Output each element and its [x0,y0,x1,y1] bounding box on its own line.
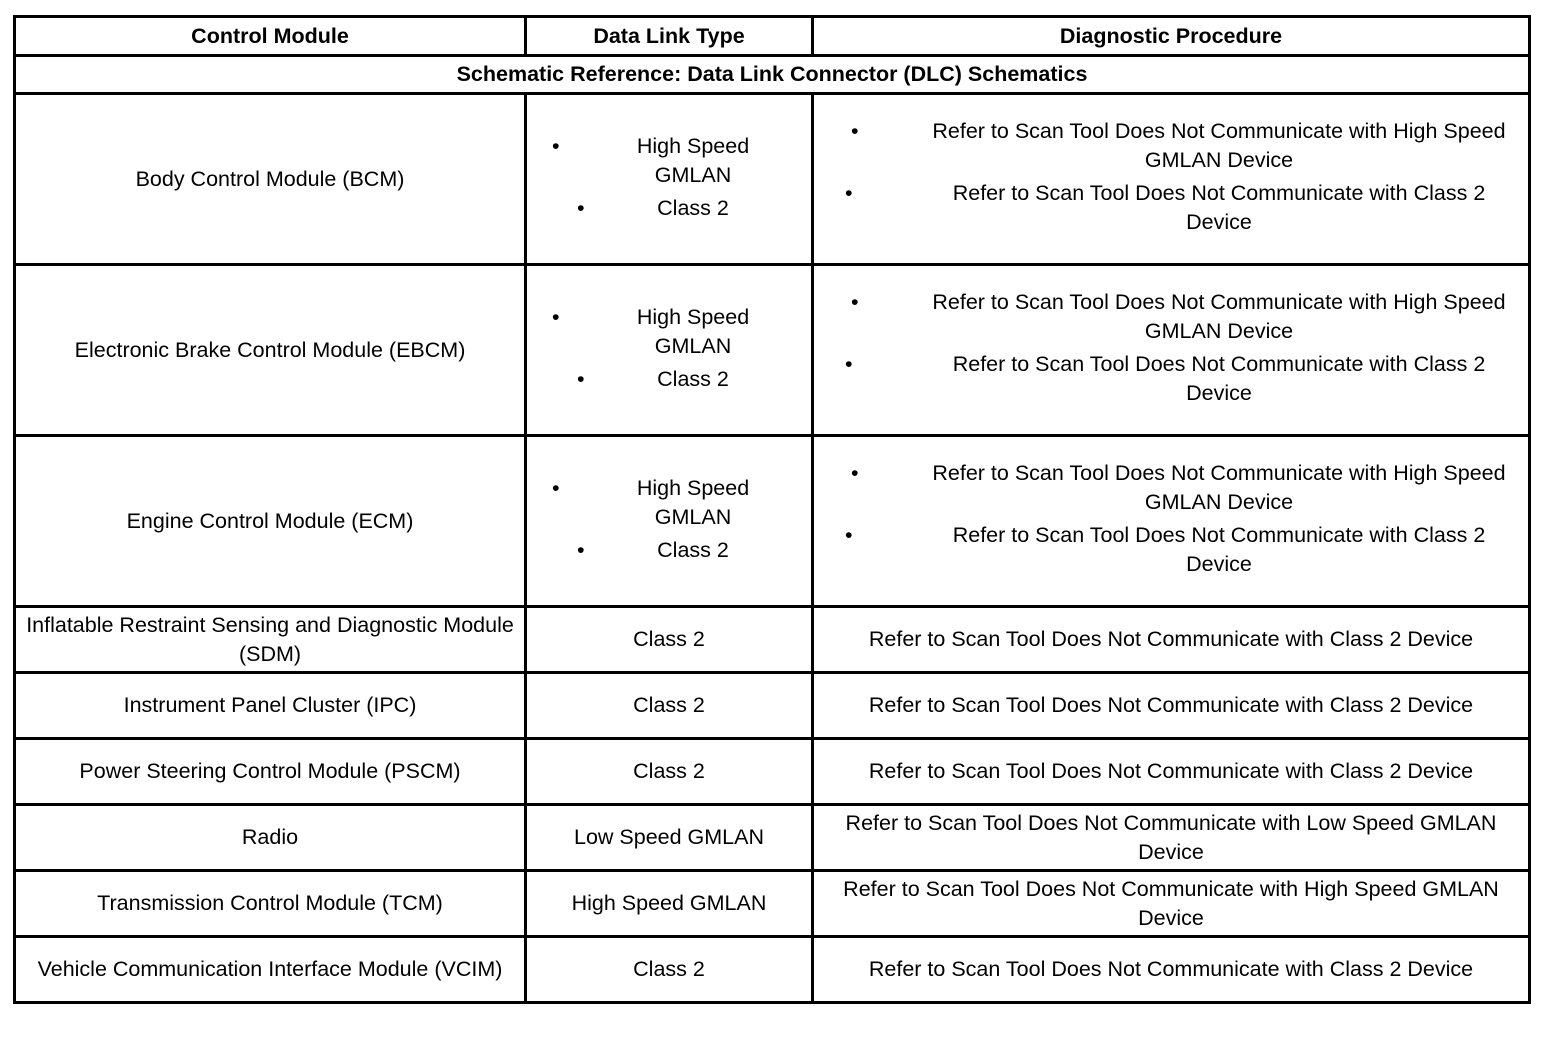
table-row: Electronic Brake Control Module (EBCM) • H… [13,263,1531,437]
list-item-text: Refer to Scan Tool Does Not Communicate … [952,352,1486,405]
control-module-cell: Engine Control Module (ECM) [13,434,527,608]
list-item: • Refer to Scan Tool Does Not Communicate… [851,117,1519,175]
bullet-icon: • [577,537,585,562]
diagnostic-procedure-cell: Refer to Scan Tool Does Not Communicate … [811,803,1531,872]
diagnostic-procedure-cell: Refer to Scan Tool Does Not Communicate … [811,869,1531,938]
list-item-text: Class 2 [657,195,729,220]
control-module-cell: Vehicle Communication Interface Module (… [13,935,527,1004]
header-row: Control Module Data Link Type Diagnostic… [13,15,1531,57]
procedure-text: Refer to Scan Tool Does Not Communicate … [868,693,1474,717]
table-row: Engine Control Module (ECM) • High Speed G… [13,434,1531,608]
list-item: • Class 2 [577,365,743,394]
data-link-type-cell: • High Speed GMLAN • Class 2 [524,92,814,266]
bullet-list: • High Speed GMLAN • Class 2 [533,303,805,394]
bullet-icon: • [577,195,585,220]
data-link-type-cell: Class 2 [524,935,814,1004]
control-module-cell: Transmission Control Module (TCM) [13,869,527,938]
data-link-type-cell: Class 2 [524,605,814,674]
list-item-text: Refer to Scan Tool Does Not Communicate … [932,119,1506,172]
bullet-icon: • [577,366,585,391]
list-item: • Refer to Scan Tool Does Not Communicate… [845,350,1519,408]
diagnostic-procedure-cell: • Refer to Scan Tool Does Not Communicate… [811,263,1531,437]
data-link-type-cell: Low Speed GMLAN [524,803,814,872]
schematic-reference: Schematic Reference: Data Link Connector… [13,54,1531,95]
list-item-text: Refer to Scan Tool Does Not Communicate … [932,290,1506,343]
table-row: Inflatable Restraint Sensing and Diagnos… [13,605,1531,674]
bullet-icon: • [845,181,853,205]
list-item: • Refer to Scan Tool Does Not Communicate… [845,521,1519,579]
data-link-type-cell: Class 2 [524,737,814,806]
list-item: • Refer to Scan Tool Does Not Communicate… [851,288,1519,346]
bullet-icon: • [845,523,853,547]
bullet-icon: • [851,290,859,314]
procedure-text: Refer to Scan Tool Does Not Communicate … [868,759,1474,783]
control-module-cell: Instrument Panel Cluster (IPC) [13,671,527,740]
table-row: Body Control Module (BCM) • High Speed GML… [13,92,1531,266]
list-item-text: High Speed GMLAN [636,304,750,358]
header-control-module: Control Module [13,15,527,57]
bullet-icon: • [552,475,560,500]
list-item-text: Refer to Scan Tool Does Not Communicate … [952,181,1486,234]
list-item: • High Speed GMLAN [552,474,768,532]
control-module-cell: Body Control Module (BCM) [13,92,527,266]
bullet-list: • Refer to Scan Tool Does Not Communicate… [820,459,1522,579]
control-module-cell: Electronic Brake Control Module (EBCM) [13,263,527,437]
diagnostic-procedure-cell: Refer to Scan Tool Does Not Communicate … [811,737,1531,806]
bullet-icon: • [845,352,853,376]
bullet-icon: • [552,304,560,329]
list-item-text: High Speed GMLAN [636,133,750,187]
data-link-type-cell: • High Speed GMLAN • Class 2 [524,434,814,608]
control-module-cell: Radio [13,803,527,872]
bullet-icon: • [552,133,560,158]
bullet-list: • Refer to Scan Tool Does Not Communicate… [820,117,1522,237]
control-module-cell: Power Steering Control Module (PSCM) [13,737,527,806]
list-item-text: Refer to Scan Tool Does Not Communicate … [952,523,1486,576]
list-item: • High Speed GMLAN [552,303,768,361]
diagnostic-procedure-cell: Refer to Scan Tool Does Not Communicate … [811,935,1531,1004]
table-row: Instrument Panel Cluster (IPC) Class 2 Ref… [13,671,1531,740]
procedure-text: Refer to Scan Tool Does Not Communicate … [845,810,1497,864]
diagnostic-procedure-cell: • Refer to Scan Tool Does Not Communicate… [811,434,1531,608]
table-row: Vehicle Communication Interface Module (… [13,935,1531,1004]
bullet-list: • Refer to Scan Tool Does Not Communicate… [820,288,1522,408]
list-item-text: Refer to Scan Tool Does Not Communicate … [932,461,1506,514]
list-item-text: Class 2 [657,366,729,391]
list-item: • Refer to Scan Tool Does Not Communicate… [851,459,1519,517]
header-data-link-type: Data Link Type [524,15,814,57]
diagnostic-procedure-cell: • Refer to Scan Tool Does Not Communicate… [811,92,1531,266]
schematic-reference-row: Schematic Reference: Data Link Connector… [13,54,1531,95]
diagnostic-procedure-cell: Refer to Scan Tool Does Not Communicate … [811,671,1531,740]
bullet-list: • High Speed GMLAN • Class 2 [533,132,805,223]
control-module-table: Control Module Data Link Type Diagnostic… [13,15,1531,1004]
header-diagnostic-procedure: Diagnostic Procedure [811,15,1531,57]
bullet-icon: • [851,461,859,485]
control-module-cell: Inflatable Restraint Sensing and Diagnos… [13,605,527,674]
bullet-list: • High Speed GMLAN • Class 2 [533,474,805,565]
list-item-text: High Speed GMLAN [636,475,750,529]
list-item: • Refer to Scan Tool Does Not Communicate… [845,179,1519,237]
list-item: • High Speed GMLAN [552,132,768,190]
bullet-icon: • [851,119,859,143]
diagnostic-procedure-cell: Refer to Scan Tool Does Not Communicate … [811,605,1531,674]
list-item: • Class 2 [577,536,743,565]
table-row: Radio Low Speed GMLAN Refer to Scan Tool D… [13,803,1531,872]
procedure-text: Refer to Scan Tool Does Not Communicate … [868,627,1474,651]
procedure-text: Refer to Scan Tool Does Not Communicate … [843,876,1499,930]
data-link-type-cell: • High Speed GMLAN • Class 2 [524,263,814,437]
list-item: • Class 2 [577,194,743,223]
table-row: Power Steering Control Module (PSCM) Clas… [13,737,1531,806]
list-item-text: Class 2 [657,537,729,562]
table-row: Transmission Control Module (TCM) High Sp… [13,869,1531,938]
data-link-type-cell: Class 2 [524,671,814,740]
procedure-text: Refer to Scan Tool Does Not Communicate … [868,957,1474,981]
data-link-type-cell: High Speed GMLAN [524,869,814,938]
